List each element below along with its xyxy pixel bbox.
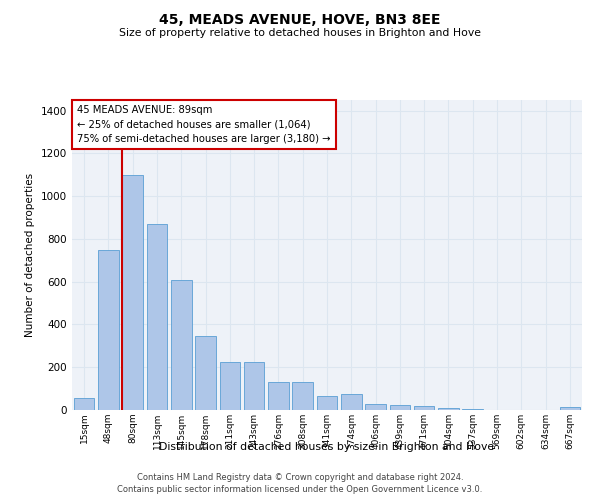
Text: Contains HM Land Registry data © Crown copyright and database right 2024.: Contains HM Land Registry data © Crown c…: [137, 472, 463, 482]
Text: Distribution of detached houses by size in Brighton and Hove: Distribution of detached houses by size …: [160, 442, 494, 452]
Bar: [414, 406, 434, 410]
Bar: [365, 404, 386, 410]
Text: 45 MEADS AVENUE: 89sqm
← 25% of detached houses are smaller (1,064)
75% of semi-: 45 MEADS AVENUE: 89sqm ← 25% of detached…: [77, 104, 331, 144]
Bar: [268, 382, 289, 410]
Bar: [317, 396, 337, 410]
Bar: [292, 382, 313, 410]
Bar: [560, 408, 580, 410]
Bar: [438, 408, 459, 410]
Bar: [389, 404, 410, 410]
Bar: [146, 224, 167, 410]
Y-axis label: Number of detached properties: Number of detached properties: [25, 173, 35, 337]
Bar: [195, 336, 216, 410]
Text: Size of property relative to detached houses in Brighton and Hove: Size of property relative to detached ho…: [119, 28, 481, 38]
Bar: [74, 398, 94, 410]
Text: 45, MEADS AVENUE, HOVE, BN3 8EE: 45, MEADS AVENUE, HOVE, BN3 8EE: [159, 12, 441, 26]
Bar: [122, 175, 143, 410]
Bar: [171, 280, 191, 410]
Text: Contains public sector information licensed under the Open Government Licence v3: Contains public sector information licen…: [118, 485, 482, 494]
Bar: [220, 362, 240, 410]
Bar: [341, 394, 362, 410]
Bar: [98, 250, 119, 410]
Bar: [244, 362, 265, 410]
